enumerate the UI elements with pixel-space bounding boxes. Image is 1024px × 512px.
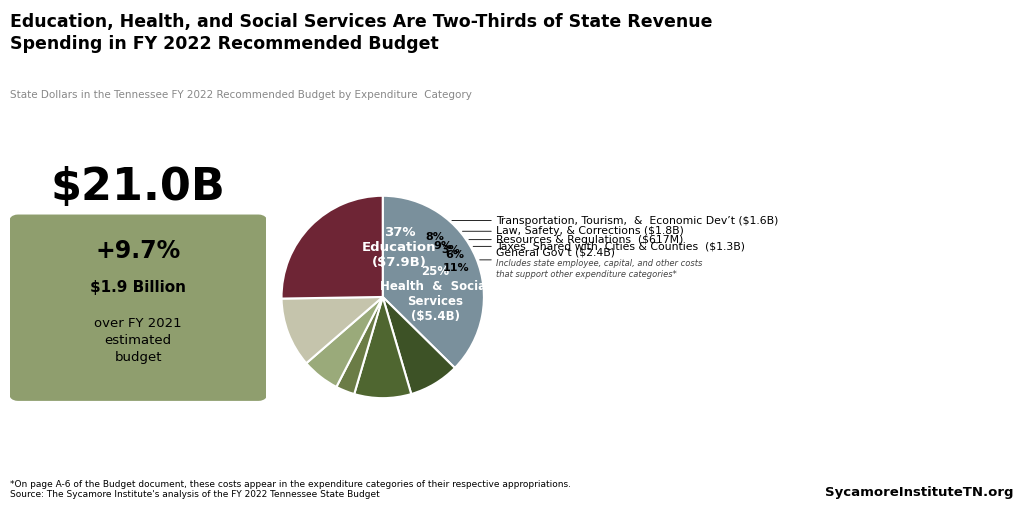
Text: State Dollars in the Tennessee FY 2022 Recommended Budget by Expenditure  Catego: State Dollars in the Tennessee FY 2022 R… — [10, 90, 472, 100]
Text: Education, Health, and Social Services Are Two-Thirds of State Revenue
Spending : Education, Health, and Social Services A… — [10, 13, 713, 53]
Text: Taxes  Shared with  Cities & Counties  ($1.3B): Taxes Shared with Cities & Counties ($1.… — [496, 241, 745, 251]
Text: Includes state employee, capital, and other costs
that support other expenditure: Includes state employee, capital, and ot… — [496, 259, 702, 280]
FancyBboxPatch shape — [8, 215, 268, 401]
Text: 9%: 9% — [433, 241, 453, 251]
Text: 8%: 8% — [425, 232, 444, 242]
Text: SycamoreInstituteTN.org: SycamoreInstituteTN.org — [825, 486, 1014, 499]
Wedge shape — [336, 297, 383, 394]
Wedge shape — [383, 297, 455, 394]
Wedge shape — [282, 196, 383, 298]
Text: $21.0B: $21.0B — [51, 166, 225, 209]
Text: Transportation, Tourism,  &  Economic Dev’t ($1.6B): Transportation, Tourism, & Economic Dev’… — [496, 216, 778, 226]
Wedge shape — [383, 196, 484, 368]
Text: 11%: 11% — [442, 263, 469, 273]
Text: $1.9 Billion: $1.9 Billion — [90, 280, 186, 295]
Text: 6%: 6% — [445, 250, 464, 261]
Wedge shape — [282, 297, 383, 363]
Text: 3%: 3% — [441, 245, 461, 255]
Text: 25%
Health  &  Social
Services
($5.4B): 25% Health & Social Services ($5.4B) — [380, 265, 490, 323]
Text: Law, Safety, & Corrections ($1.8B): Law, Safety, & Corrections ($1.8B) — [496, 226, 684, 236]
Text: over FY 2021
estimated
budget: over FY 2021 estimated budget — [94, 317, 182, 365]
Text: 37%
Education
($7.9B): 37% Education ($7.9B) — [362, 226, 436, 269]
Text: +9.7%: +9.7% — [95, 239, 181, 263]
Wedge shape — [354, 297, 412, 398]
Text: *On page A-6 of the Budget document, these costs appear in the expenditure categ: *On page A-6 of the Budget document, the… — [10, 480, 571, 499]
Text: Resources & Regulations  ($617M): Resources & Regulations ($617M) — [496, 234, 683, 245]
Text: General Gov’t ($2.4B): General Gov’t ($2.4B) — [496, 248, 615, 258]
Wedge shape — [306, 297, 383, 387]
